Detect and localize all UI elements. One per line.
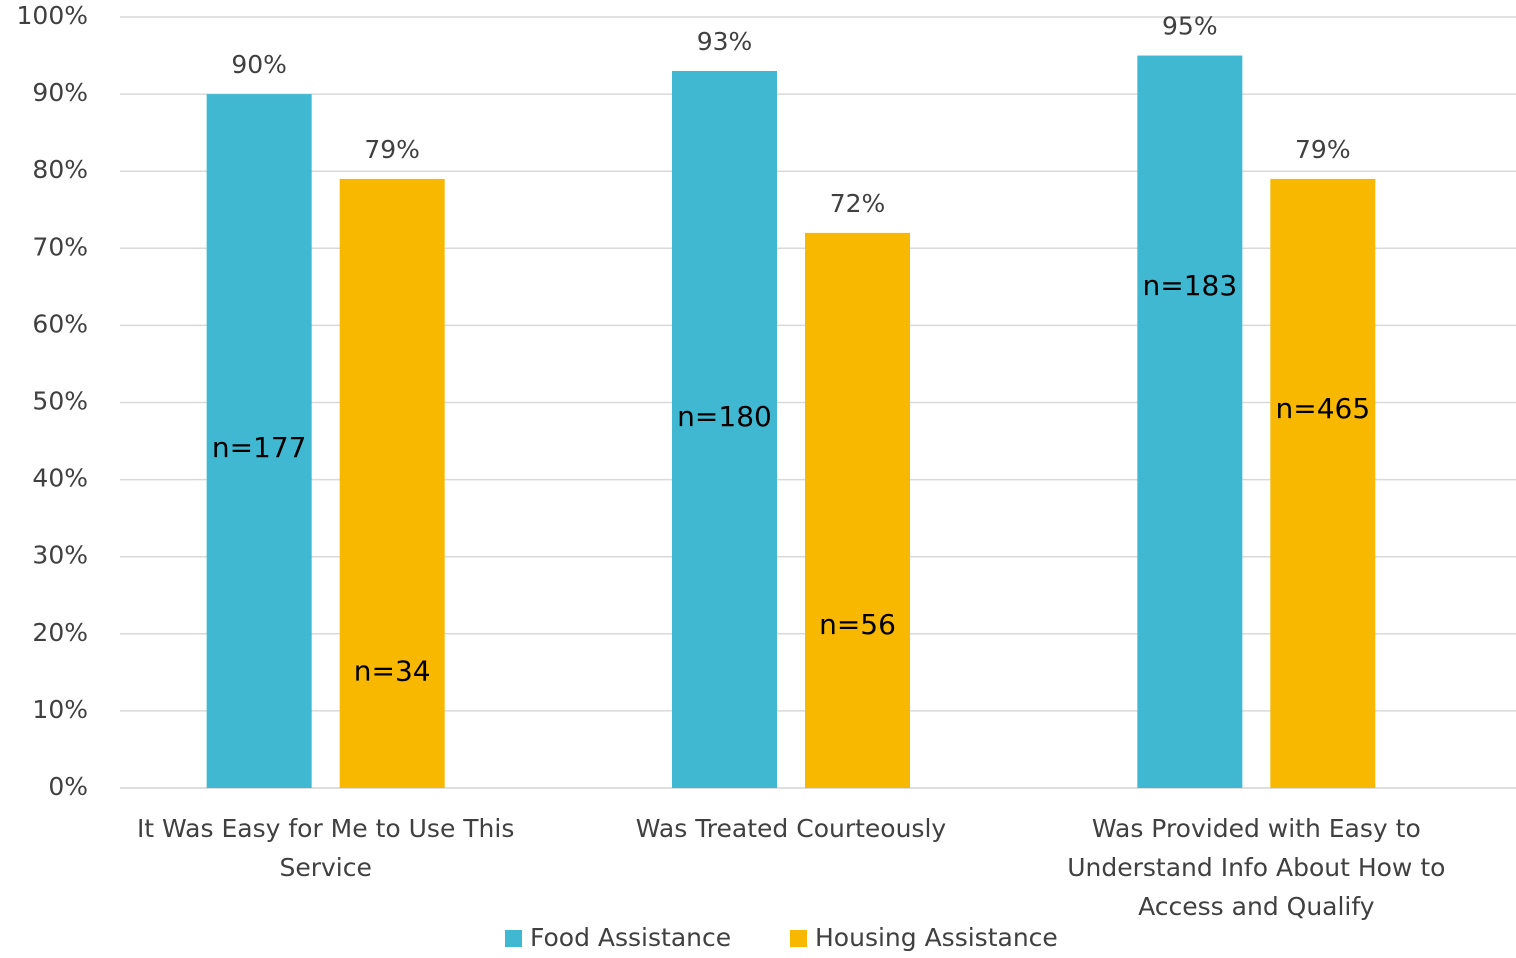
x-tick-label: Was Treated Courteously [635, 814, 947, 843]
y-tick-label: 50% [32, 387, 88, 416]
y-tick-label: 0% [48, 772, 88, 801]
y-tick-label: 20% [32, 618, 88, 647]
y-tick-label: 100% [17, 1, 88, 30]
annotation: n=34 [354, 654, 431, 687]
bar [206, 94, 312, 789]
value-label: 90% [231, 50, 287, 79]
legend-label: Food Assistance [530, 923, 731, 952]
annotation: n=56 [819, 608, 896, 641]
bar [1270, 178, 1376, 788]
annotation: n=180 [677, 400, 772, 433]
bar [339, 178, 445, 788]
legend-label: Housing Assistance [815, 923, 1058, 952]
y-tick-label: 40% [32, 464, 88, 493]
x-tick-label: It Was Easy for Me to Use This Service [136, 814, 515, 882]
annotation: n=177 [212, 431, 307, 464]
value-label: 79% [364, 135, 420, 164]
y-tick-label: 80% [32, 155, 88, 184]
value-label: 95% [1162, 12, 1218, 41]
x-tick-label: Was Provided with Easy to Understand Inf… [1067, 814, 1446, 921]
bar [672, 70, 777, 789]
value-label: 72% [830, 189, 886, 218]
bar [805, 232, 910, 788]
y-tick-label: 30% [32, 541, 88, 570]
value-label: 79% [1295, 135, 1351, 164]
y-tick-label: 10% [32, 695, 88, 724]
y-tick-label: 90% [32, 78, 88, 107]
value-label: 93% [697, 27, 753, 56]
legend-swatch [790, 930, 807, 947]
legend-swatch [505, 930, 522, 947]
y-tick-label: 60% [32, 309, 88, 338]
annotation: n=183 [1143, 269, 1238, 302]
y-tick-label: 70% [32, 232, 88, 261]
annotation: n=465 [1276, 392, 1371, 425]
bar [1137, 55, 1243, 789]
